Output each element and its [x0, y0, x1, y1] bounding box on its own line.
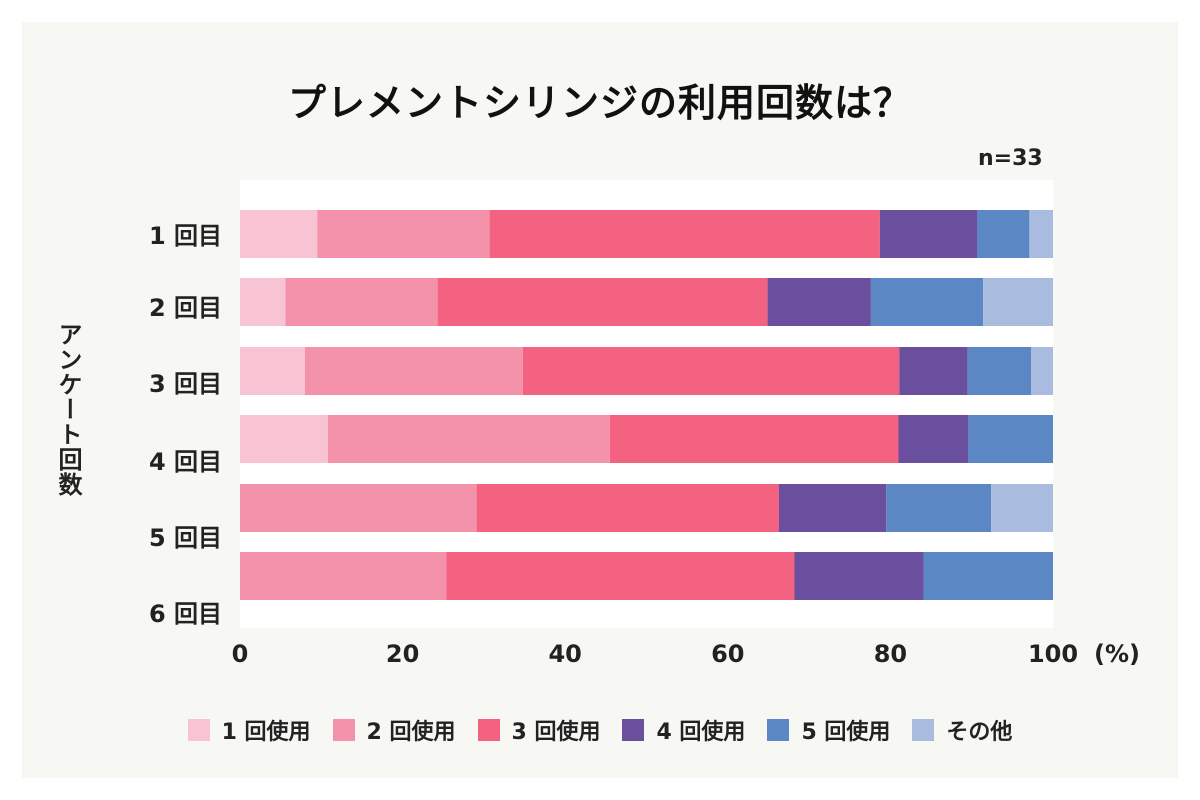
- legend-label-6: その他: [946, 720, 1013, 745]
- bar-segment-row3-series5: [967, 347, 1031, 395]
- bar-segment-row5-series4: [779, 484, 887, 532]
- bar-segment-row1-series2: [317, 210, 490, 258]
- bar-segment-row5-series6: [991, 484, 1053, 532]
- category-label-3: 3 回目: [149, 370, 222, 398]
- bar-segment-row1-series6: [1029, 210, 1053, 258]
- bar-segment-row4-series2: [327, 415, 610, 463]
- category-label-2: 2 回目: [149, 294, 222, 322]
- legend-swatch-5: [767, 719, 790, 741]
- legend-label-5: 5 回使用: [801, 720, 891, 745]
- category-label-4: 4 回目: [149, 448, 222, 476]
- bar-segment-row2-series6: [983, 278, 1053, 326]
- sample-size-label: n=33: [978, 146, 1043, 171]
- bar-segment-row4-series1: [240, 415, 328, 463]
- legend-swatch-1: [187, 719, 210, 741]
- x-tick-label-100: 100: [1028, 640, 1078, 668]
- bar-segment-row1-series3: [489, 210, 880, 258]
- bar-segment-row2-series4: [767, 278, 871, 326]
- bar-segment-row1-series5: [977, 210, 1030, 258]
- legend-item-3: 3 回使用: [477, 712, 601, 748]
- legend-swatch-3: [477, 719, 500, 741]
- bar-segment-row4-series4: [898, 415, 969, 463]
- bar-segment-row6-series5: [923, 552, 1053, 600]
- bar-segment-row1-series1: [240, 210, 318, 258]
- x-tick-label-80: 80: [874, 640, 907, 668]
- bar-segment-row4-series5: [968, 415, 1053, 463]
- bar-segment-row5-series2: [240, 484, 477, 532]
- x-tick-label-40: 40: [548, 640, 581, 668]
- legend-swatch-4: [622, 719, 645, 741]
- bar-segment-row3-series1: [240, 347, 305, 395]
- bar-segment-row3-series2: [305, 347, 523, 395]
- legend-item-1: 1 回使用: [187, 712, 311, 748]
- bar-segment-row6-series3: [446, 552, 795, 600]
- chart-title: プレメントシリンジの利用回数は？: [287, 81, 912, 125]
- legend-label-3: 3 回使用: [511, 720, 601, 745]
- legend-label-1: 1 回使用: [221, 720, 311, 745]
- x-tick-label-0: 0: [232, 640, 249, 668]
- x-unit-label: (%): [1094, 640, 1140, 668]
- bars: [240, 210, 1053, 600]
- x-tick-labels: 0 20 40 60 80 100: [232, 640, 1078, 668]
- category-labels: 1 回目 2 回目 3 回目 4 回目 5 回目 6 回目: [149, 222, 222, 628]
- category-label-6: 6 回目: [149, 600, 222, 628]
- bar-segment-row1-series4: [879, 210, 978, 258]
- legend-item-5: 5 回使用: [767, 712, 890, 748]
- y-axis-label: アンケート回数: [54, 322, 82, 497]
- legend-label-2: 2 回使用: [366, 720, 456, 745]
- bar-segment-row3-series4: [899, 347, 968, 395]
- bar-segment-row5-series3: [476, 484, 779, 532]
- legend-item-6: その他: [912, 712, 1012, 748]
- legend-swatch-6: [912, 719, 935, 741]
- legend-swatch-2: [332, 719, 355, 741]
- bar-segment-row2-series3: [437, 278, 768, 326]
- legend-label-4: 4 回使用: [656, 720, 746, 745]
- bar-segment-row6-series4: [794, 552, 924, 600]
- bar-segment-row2-series2: [285, 278, 438, 326]
- legend: 1 回使用 2 回使用 3 回使用 4 回使用 5 回使用 その他: [0, 712, 1200, 748]
- bar-segment-row5-series5: [886, 484, 992, 532]
- bar-segment-row4-series3: [609, 415, 899, 463]
- x-tick-label-20: 20: [386, 640, 419, 668]
- bar-segment-row6-series2: [240, 552, 447, 600]
- bar-segment-row2-series1: [240, 278, 286, 326]
- bar-segment-row3-series3: [522, 347, 900, 395]
- category-label-5: 5 回目: [149, 524, 222, 552]
- category-label-1: 1 回目: [149, 222, 222, 250]
- bar-segment-row3-series6: [1031, 347, 1053, 395]
- legend-item-4: 4 回使用: [622, 712, 745, 748]
- x-tick-label-60: 60: [711, 640, 744, 668]
- legend-item-2: 2 回使用: [332, 712, 456, 748]
- bar-segment-row2-series5: [870, 278, 984, 326]
